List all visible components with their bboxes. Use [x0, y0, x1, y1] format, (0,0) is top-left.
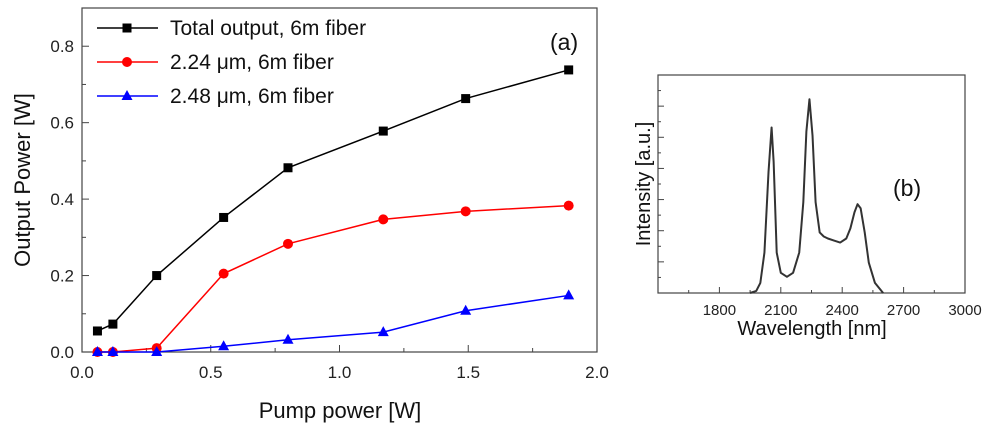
data-point-series-1 [461, 94, 471, 104]
chart-b: 1800 2100 2400 2700 3000 Wavelength [nm] Int… [633, 74, 982, 340]
legend-marker-1 [122, 23, 132, 33]
legend-label-2: 2.24 μm, 6m fiber [170, 51, 334, 74]
data-point-series-1 [92, 326, 102, 336]
data-point-series-2 [283, 238, 293, 249]
data-point-series-3 [460, 304, 472, 315]
y-tick-label-a: 0.2 [50, 267, 74, 286]
data-point-series-1 [108, 319, 118, 329]
series-line-3 [97, 294, 569, 353]
data-point-series-3 [377, 326, 389, 337]
series-line-1 [97, 69, 569, 332]
data-point-series-1 [219, 212, 229, 222]
data-point-series-2 [563, 200, 574, 211]
x-tick-label-a: 1.0 [328, 363, 352, 382]
legend-marker-2 [122, 57, 132, 67]
data-point-series-2 [218, 268, 229, 279]
data-point-series-1 [152, 271, 162, 281]
data-point-series-3 [563, 289, 575, 300]
y-axis-label-a: Output Power [W] [10, 93, 35, 267]
legend-a: Total output, 6m fiber 2.24 μm, 6m fiber 2… [97, 17, 366, 108]
y-tick-label-a: 0.0 [50, 343, 74, 362]
y-tick-label-a: 0.6 [50, 114, 74, 133]
x-axis-label-b: Wavelength [nm] [737, 318, 886, 340]
x-axis-label-a: Pump power [W] [259, 398, 422, 423]
data-point-series-3 [151, 346, 163, 356]
y-tick-label-a: 0.8 [50, 37, 74, 56]
legend-label-1: Total output, 6m fiber [170, 17, 366, 40]
data-point-series-3 [218, 340, 230, 351]
spectrum-line [749, 98, 884, 294]
x-tick-label-b: 2400 [826, 302, 859, 319]
x-tick-label-b: 3000 [948, 302, 981, 319]
y-tick-label-a: 0.4 [50, 190, 74, 209]
data-point-series-2 [378, 214, 389, 225]
x-tick-label-b: 2100 [764, 302, 797, 319]
legend-marker-3 [121, 90, 133, 100]
y-axis-label-b: Intensity [a.u.] [633, 122, 655, 247]
panel-label-a: (a) [550, 29, 578, 55]
x-tick-label-a: 2.0 [585, 363, 609, 382]
data-point-series-3 [107, 346, 119, 356]
data-point-series-3 [91, 346, 103, 356]
plot-area-a [81, 7, 598, 353]
x-tick-label-b: 2700 [887, 302, 920, 319]
panel-label-b: (b) [893, 175, 921, 201]
x-tick-label-a: 1.5 [456, 363, 480, 382]
x-tick-label-b: 1800 [703, 302, 736, 319]
data-point-series-1 [378, 126, 388, 136]
plot-area-b [657, 74, 966, 294]
chart-a: 0.0 0.5 1.0 1.5 2.0 0.0 0.2 0.4 0.6 0.8 Pump pow… [10, 7, 609, 423]
x-tick-label-a: 0.0 [70, 363, 94, 382]
data-point-series-3 [282, 333, 294, 344]
data-point-series-2 [460, 206, 471, 217]
data-point-series-1 [283, 163, 293, 173]
data-point-series-1 [564, 65, 574, 75]
x-tick-label-a: 0.5 [199, 363, 223, 382]
legend-label-3: 2.48 μm, 6m fiber [170, 85, 334, 108]
